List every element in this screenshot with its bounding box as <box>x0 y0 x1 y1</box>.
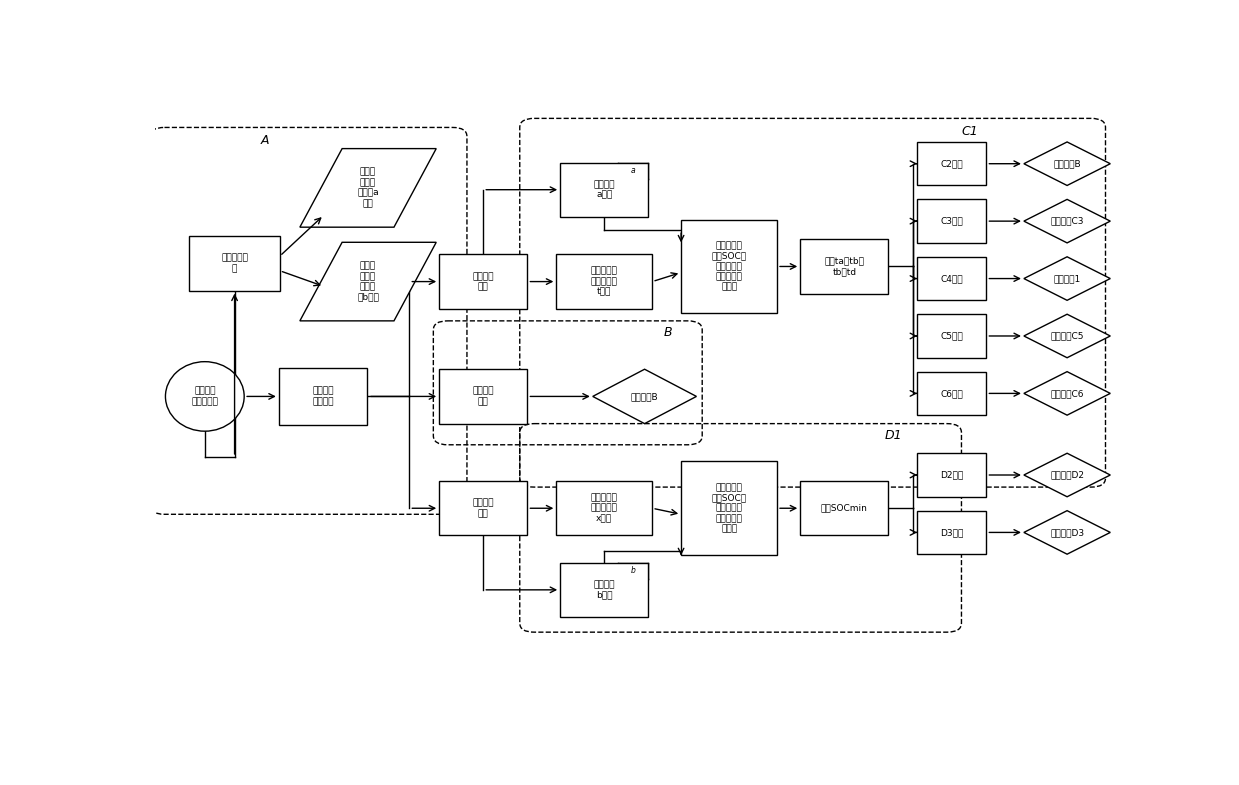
FancyBboxPatch shape <box>917 314 986 358</box>
Polygon shape <box>1023 199 1110 243</box>
FancyBboxPatch shape <box>560 563 648 617</box>
Polygon shape <box>300 243 436 321</box>
FancyBboxPatch shape <box>190 236 280 290</box>
FancyBboxPatch shape <box>556 254 652 309</box>
Text: 推荐选项
b公里: 推荐选项 b公里 <box>593 580 615 600</box>
Text: D3状态: D3状态 <box>940 528 964 537</box>
FancyBboxPatch shape <box>681 220 777 313</box>
FancyBboxPatch shape <box>917 199 986 243</box>
FancyBboxPatch shape <box>917 371 986 415</box>
Text: 预计用
车总里
程统计
值b公里: 预计用 车总里 程统计 值b公里 <box>357 261 379 301</box>
FancyBboxPatch shape <box>800 239 888 294</box>
Text: C4状态: C4状态 <box>940 274 963 283</box>
Text: C2状态: C2状态 <box>940 159 963 168</box>
Text: 计算ta、tb、
tb、td: 计算ta、tb、 tb、td <box>824 257 865 276</box>
FancyBboxPatch shape <box>917 142 986 185</box>
Text: C6状态: C6状态 <box>940 389 963 398</box>
Polygon shape <box>1023 371 1110 415</box>
Polygon shape <box>1023 314 1110 358</box>
Polygon shape <box>1023 142 1110 185</box>
Text: 预计用
车时间
统计值a
小时: 预计用 车时间 统计值a 小时 <box>357 168 379 208</box>
Text: C3状态: C3状态 <box>940 217 963 225</box>
Text: 充电过程C3: 充电过程C3 <box>1051 217 1084 225</box>
FancyBboxPatch shape <box>439 481 528 535</box>
Text: 充电过程D3: 充电过程D3 <box>1049 528 1084 537</box>
FancyBboxPatch shape <box>556 481 652 535</box>
Text: 计算SOCmin: 计算SOCmin <box>821 504 867 513</box>
Text: 充电优先
模式: 充电优先 模式 <box>472 272 494 291</box>
Text: 充电过程1: 充电过程1 <box>1053 274 1080 283</box>
FancyBboxPatch shape <box>681 462 777 555</box>
Text: a: a <box>631 166 636 175</box>
Text: 充电过程C5: 充电过程C5 <box>1051 331 1084 341</box>
Text: 充电过程B: 充电过程B <box>1053 159 1080 168</box>
FancyBboxPatch shape <box>560 162 648 217</box>
Text: 电动汽车
接入充电桩: 电动汽车 接入充电桩 <box>191 387 218 406</box>
FancyBboxPatch shape <box>917 453 986 497</box>
FancyBboxPatch shape <box>800 481 888 535</box>
Text: A: A <box>260 133 269 147</box>
Text: 用户输入预
计用车时间
t小时: 用户输入预 计用车时间 t小时 <box>591 267 618 297</box>
Polygon shape <box>300 148 436 227</box>
Text: 握手，获得
电池SOC信
息；电网获
取用电高峰
时间段: 握手，获得 电池SOC信 息；电网获 取用电高峰 时间段 <box>711 241 747 292</box>
Text: C1: C1 <box>961 126 979 138</box>
FancyBboxPatch shape <box>279 367 367 425</box>
Text: 充电过程D2: 充电过程D2 <box>1051 470 1084 480</box>
Text: 充电过程C6: 充电过程C6 <box>1051 389 1084 398</box>
Text: 完全充电
模式: 完全充电 模式 <box>472 387 494 406</box>
Text: 用户输入预
计用车里程
x公里: 用户输入预 计用车里程 x公里 <box>591 493 618 523</box>
Text: 推荐选项
a小时: 推荐选项 a小时 <box>593 180 615 199</box>
FancyBboxPatch shape <box>439 254 528 309</box>
FancyBboxPatch shape <box>917 257 986 301</box>
Polygon shape <box>592 369 696 424</box>
Text: 登陆个人账
户: 登陆个人账 户 <box>221 254 248 273</box>
Text: 充电运行
模式选择: 充电运行 模式选择 <box>312 387 333 406</box>
Polygon shape <box>1023 453 1110 497</box>
Ellipse shape <box>166 362 244 431</box>
Text: C5状态: C5状态 <box>940 331 963 341</box>
FancyBboxPatch shape <box>917 511 986 554</box>
Polygon shape <box>1023 511 1110 554</box>
Text: 充电过程B: 充电过程B <box>631 392 658 401</box>
Text: D2状态: D2状态 <box>940 470 964 480</box>
Text: b: b <box>631 566 636 575</box>
Polygon shape <box>1023 257 1110 301</box>
Text: 出行保障
模式: 出行保障 模式 <box>472 498 494 518</box>
Text: 握手，获得
电池SOC信
息；电网获
取用电高峰
时间段: 握手，获得 电池SOC信 息；电网获 取用电高峰 时间段 <box>711 483 747 534</box>
FancyBboxPatch shape <box>439 369 528 424</box>
Text: D1: D1 <box>885 429 902 442</box>
Text: B: B <box>664 326 673 339</box>
